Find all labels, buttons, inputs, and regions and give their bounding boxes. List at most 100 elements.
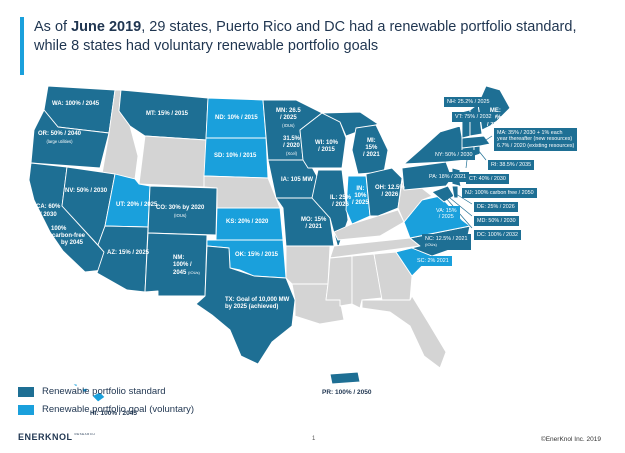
label-mo: MO: 15%/ 2021 bbox=[301, 217, 326, 231]
state-WY bbox=[138, 135, 207, 188]
callout-nj: NJ: 100% carbon free / 2050 bbox=[462, 188, 537, 198]
label-tx: TX: Goal of 10,000 MW by 2025 (achieved) bbox=[225, 297, 289, 311]
label-or: OR: 50% / 2040 (large utilities) bbox=[38, 131, 81, 145]
label-mo-2: / 2021 bbox=[305, 224, 323, 230]
label-sd: SD: 10% / 2015 bbox=[214, 153, 257, 159]
label-co-value: CO: 30% by 2020 bbox=[156, 205, 205, 211]
state-OR bbox=[30, 109, 110, 169]
enerknol-logo: ENERKNOL RESEARCH bbox=[18, 432, 95, 442]
label-mt: MT: 15% / 2015 bbox=[146, 111, 189, 117]
leader-ri bbox=[477, 149, 487, 161]
label-nv: NV: 50% / 2030 bbox=[65, 188, 108, 194]
label-ca-1: CA: 60% bbox=[36, 204, 61, 210]
callout-ri: RI: 38.5% / 2035 bbox=[488, 160, 535, 170]
label-mn-3: 31.5% bbox=[283, 136, 301, 142]
label-az: AZ: 15% / 2025 bbox=[107, 250, 150, 256]
logo-subtext: RESEARCH bbox=[74, 432, 96, 436]
label-in-2: 10% bbox=[354, 193, 367, 199]
callout-va: VA: 15%/ 2025 bbox=[433, 206, 460, 223]
callout-va-2: / 2025 bbox=[438, 214, 454, 221]
state-GA bbox=[373, 251, 413, 301]
page-number: 1 bbox=[312, 436, 316, 442]
callout-ma: MA: 35% / 2030 + 1% each year thereafter … bbox=[494, 128, 578, 151]
label-mi-1: MI: bbox=[367, 138, 376, 144]
callout-nc-1: NC: 12.5% / 2021 bbox=[425, 235, 468, 242]
label-ks: KS: 20% / 2020 bbox=[226, 219, 269, 225]
logo-text: ENERKNOL bbox=[18, 432, 73, 442]
callout-md: MD: 50% / 2030 bbox=[474, 216, 519, 226]
callout-vt: VT: 75% / 2032 bbox=[452, 112, 495, 122]
page-title: As of June 2019, 29 states, Puerto Rico … bbox=[34, 18, 609, 56]
label-mn-note2: (Xcel) bbox=[286, 151, 297, 156]
label-in-3: / 2025 bbox=[352, 200, 369, 206]
label-nm-1: NM: bbox=[173, 255, 185, 261]
label-wi-1: WI: 10% bbox=[315, 140, 339, 146]
state-MS bbox=[325, 255, 353, 307]
legend-label-goal: Renewable portfolio goal (voluntary) bbox=[42, 404, 195, 415]
label-oh-1: OH: 12.5% bbox=[375, 185, 405, 191]
label-mn: MN: 26.5/ 2025 (IOUs) bbox=[276, 108, 301, 129]
legend-item-goal: Renewable portfolio goal (voluntary) bbox=[18, 404, 194, 415]
label-ca-4: carbon-free bbox=[52, 233, 86, 239]
label-co-note: (IOUs) bbox=[174, 213, 187, 218]
label-mi-3: / 2021 bbox=[363, 152, 380, 158]
label-il-1: IL: 25% bbox=[330, 195, 352, 201]
title-date: June 2019 bbox=[71, 19, 142, 35]
title-prefix: As of bbox=[34, 19, 72, 35]
state-AZ bbox=[96, 225, 149, 293]
label-or-note: (large utilities) bbox=[46, 139, 73, 144]
label-il-2: / 2026 bbox=[332, 202, 349, 208]
label-pr: PR: 100% / 2050 bbox=[322, 389, 372, 396]
callout-dc: DC: 100% / 2032 bbox=[474, 230, 522, 240]
label-mi: MI: 15%/ 2021 bbox=[363, 138, 380, 159]
callout-sc: SC: 2% 2021 bbox=[414, 256, 452, 266]
label-in: IN: 10%/ 2025 bbox=[352, 186, 369, 207]
label-mo-1: MO: 15% bbox=[301, 217, 327, 223]
callout-ma-2: year thereafter (new resources) bbox=[497, 136, 573, 143]
state-TX bbox=[195, 245, 296, 365]
label-wa: WA: 100% / 2045 bbox=[52, 101, 100, 107]
label-ca-2: / 2030 bbox=[40, 212, 57, 218]
label-mn-1: MN: 26.5 bbox=[276, 108, 301, 114]
state-NM bbox=[144, 232, 208, 297]
callout-ny: NY: 50% / 2030 bbox=[432, 150, 476, 160]
label-wi: WI: 10%/ 2015 bbox=[315, 140, 338, 154]
callout-nh: NH: 25.2% / 2025 bbox=[444, 97, 493, 107]
label-ok: OK: 15% / 2015 bbox=[235, 252, 279, 258]
leader-md bbox=[449, 197, 473, 217]
label-mn-2: / 2025 bbox=[280, 115, 297, 121]
state-AR bbox=[285, 245, 331, 285]
state-PR bbox=[329, 371, 361, 385]
legend-swatch-standard bbox=[18, 386, 34, 397]
label-ia: IA: 105 MW bbox=[281, 177, 314, 183]
copyright: ©EnerKnol Inc. 2019 bbox=[540, 436, 601, 443]
callout-ct: CT: 40% / 2030 bbox=[466, 174, 509, 184]
label-il: IL: 25%/ 2026 bbox=[330, 195, 351, 209]
title-line1-rest: , 29 states, Puerto Rico and DC had a re… bbox=[141, 19, 577, 35]
label-nm-3: 2045 bbox=[173, 270, 187, 276]
label-mi-2: 15% bbox=[365, 145, 378, 151]
callout-ma-1: MA: 35% / 2030 + 1% each bbox=[497, 129, 563, 136]
label-mn-note1: (IOUs) bbox=[282, 123, 295, 128]
title-accent-bar bbox=[20, 17, 24, 75]
state-IN bbox=[345, 175, 371, 225]
state-FL bbox=[361, 295, 447, 369]
callout-pa: PA: 18% / 2021 bbox=[426, 172, 470, 182]
legend-item-standard: Renewable portfolio standard bbox=[18, 386, 194, 397]
label-in-1: IN: bbox=[356, 186, 365, 192]
state-MA bbox=[461, 135, 491, 149]
label-or-value: OR: 50% / 2040 bbox=[38, 131, 82, 137]
label-oh-2: / 2026 bbox=[381, 192, 399, 198]
label-nm: NM: 100% / 2045 (IOUs) bbox=[173, 255, 200, 277]
label-ca-3: 100% bbox=[51, 226, 67, 232]
legend-label-standard: Renewable portfolio standard bbox=[42, 386, 166, 397]
label-tx-2: by 2025 (achieved) bbox=[225, 304, 279, 310]
label-wi-2: / 2015 bbox=[318, 147, 335, 153]
label-nd: ND: 10% / 2015 bbox=[215, 115, 258, 121]
leader-de bbox=[455, 193, 473, 205]
state-WV bbox=[397, 181, 433, 223]
callout-ma-3: 6.7% / 2020 (existing resources) bbox=[497, 142, 575, 149]
label-mn-xcel: 31.5%/ 2020 (Xcel) bbox=[283, 136, 300, 157]
label-tx-1: TX: Goal of 10,000 MW bbox=[225, 297, 290, 303]
